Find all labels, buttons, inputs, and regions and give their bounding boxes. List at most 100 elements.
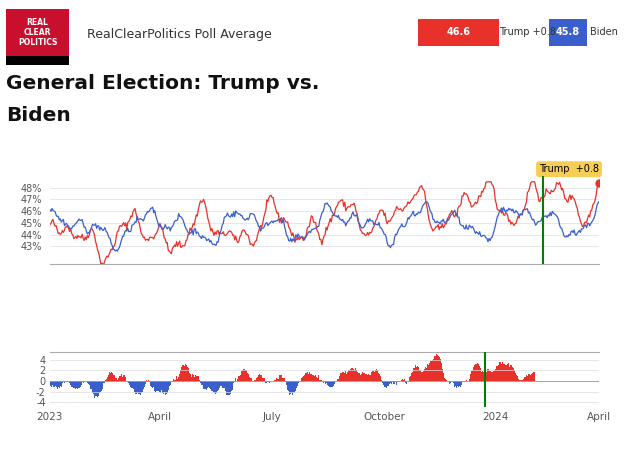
Bar — [311, 374, 312, 381]
Bar — [99, 381, 100, 393]
Bar — [337, 379, 338, 381]
Bar — [63, 381, 64, 382]
Bar — [70, 381, 71, 385]
Bar — [338, 379, 339, 381]
Bar — [436, 354, 437, 381]
Bar — [247, 373, 248, 381]
Bar — [71, 381, 72, 387]
Bar — [152, 381, 153, 388]
Bar — [213, 381, 214, 392]
Bar — [445, 379, 446, 381]
Bar — [212, 381, 213, 391]
Bar — [466, 380, 467, 381]
Bar — [149, 381, 150, 382]
Bar — [155, 381, 157, 391]
Bar — [482, 370, 483, 381]
Bar — [259, 375, 260, 381]
Text: Biden: Biden — [590, 27, 618, 38]
Bar — [433, 359, 434, 381]
Bar — [349, 369, 351, 381]
Bar — [379, 374, 380, 381]
Bar — [190, 374, 192, 381]
Bar — [429, 363, 430, 381]
Bar — [479, 366, 480, 381]
Bar — [192, 375, 193, 381]
Bar — [381, 380, 382, 381]
Bar — [72, 381, 73, 387]
Bar — [463, 381, 464, 382]
Bar — [478, 364, 479, 381]
Bar — [208, 381, 210, 388]
Bar — [308, 374, 310, 381]
Bar — [441, 363, 442, 381]
Bar — [97, 381, 98, 396]
Bar — [390, 381, 391, 383]
Bar — [315, 375, 316, 381]
Bar — [109, 372, 110, 381]
Text: General Election: Trump vs.: General Election: Trump vs. — [6, 74, 319, 93]
Bar — [469, 378, 470, 381]
Bar — [335, 381, 336, 382]
Bar — [497, 366, 498, 381]
Bar — [100, 381, 102, 391]
Bar — [59, 381, 61, 386]
Bar — [514, 370, 515, 381]
Bar — [507, 364, 508, 381]
Bar — [141, 381, 142, 393]
Bar — [394, 381, 396, 384]
Bar — [284, 378, 285, 381]
Bar — [320, 380, 321, 381]
Bar — [134, 381, 135, 393]
Bar — [524, 377, 525, 381]
Bar — [133, 381, 134, 389]
Bar — [260, 375, 261, 381]
Bar — [517, 376, 518, 381]
Bar — [500, 364, 502, 381]
Bar — [531, 375, 532, 381]
Bar — [157, 381, 158, 391]
Bar — [273, 381, 274, 382]
Bar — [422, 372, 423, 381]
Bar — [163, 381, 164, 394]
Bar — [262, 378, 263, 381]
Bar — [424, 369, 425, 381]
Bar — [128, 381, 129, 382]
Bar — [426, 368, 427, 381]
Bar — [64, 381, 65, 383]
Bar — [230, 381, 231, 394]
Bar — [73, 381, 74, 388]
Bar — [198, 380, 200, 381]
Bar — [261, 375, 262, 381]
Bar — [188, 371, 190, 381]
Bar — [470, 374, 471, 381]
Bar — [279, 375, 280, 381]
Bar — [406, 381, 407, 384]
Bar — [485, 372, 486, 381]
Bar — [416, 367, 417, 381]
Bar — [454, 381, 455, 387]
Bar — [351, 369, 353, 381]
Text: Trump  +0.8: Trump +0.8 — [539, 164, 599, 174]
Bar — [442, 369, 443, 381]
Bar — [417, 366, 418, 381]
Bar — [398, 381, 399, 382]
Bar — [374, 372, 375, 381]
Bar — [245, 370, 246, 381]
Bar — [380, 376, 381, 381]
Bar — [238, 376, 239, 381]
Bar — [310, 374, 311, 381]
Bar — [348, 369, 349, 381]
Bar — [158, 381, 159, 391]
Bar — [283, 378, 284, 381]
Bar — [435, 356, 436, 381]
Bar — [228, 381, 229, 395]
Bar — [164, 381, 165, 392]
Bar — [282, 378, 283, 381]
Bar — [452, 381, 453, 382]
Bar — [165, 381, 166, 395]
Bar — [94, 381, 95, 398]
Bar — [331, 381, 332, 387]
Bar — [532, 374, 533, 381]
Bar — [359, 375, 361, 381]
Bar — [265, 381, 266, 383]
